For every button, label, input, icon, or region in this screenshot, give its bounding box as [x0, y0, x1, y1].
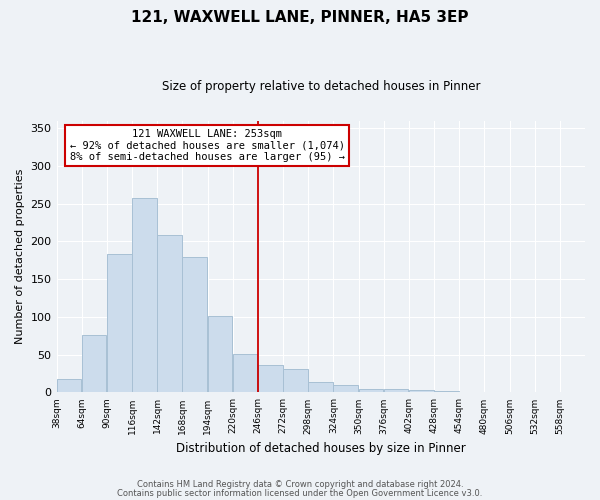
Text: 121 WAXWELL LANE: 253sqm
← 92% of detached houses are smaller (1,074)
8% of semi: 121 WAXWELL LANE: 253sqm ← 92% of detach… [70, 128, 344, 162]
Bar [383, 388, 409, 392]
Bar [208, 316, 232, 392]
Bar [434, 391, 458, 392]
Text: 121, WAXWELL LANE, PINNER, HA5 3EP: 121, WAXWELL LANE, PINNER, HA5 3EP [131, 10, 469, 25]
Bar [258, 365, 283, 392]
Bar [334, 385, 358, 392]
Bar [82, 335, 106, 392]
Bar [308, 382, 333, 392]
Bar [283, 369, 308, 392]
Text: Contains public sector information licensed under the Open Government Licence v3: Contains public sector information licen… [118, 488, 482, 498]
Title: Size of property relative to detached houses in Pinner: Size of property relative to detached ho… [161, 80, 480, 93]
Bar [56, 379, 81, 392]
Bar [233, 354, 257, 393]
Text: Contains HM Land Registry data © Crown copyright and database right 2024.: Contains HM Land Registry data © Crown c… [137, 480, 463, 489]
Bar [157, 236, 182, 392]
Bar [359, 388, 383, 392]
X-axis label: Distribution of detached houses by size in Pinner: Distribution of detached houses by size … [176, 442, 466, 455]
Bar [107, 254, 131, 392]
Bar [409, 390, 434, 392]
Bar [132, 198, 157, 392]
Y-axis label: Number of detached properties: Number of detached properties [15, 169, 25, 344]
Bar [182, 257, 207, 392]
